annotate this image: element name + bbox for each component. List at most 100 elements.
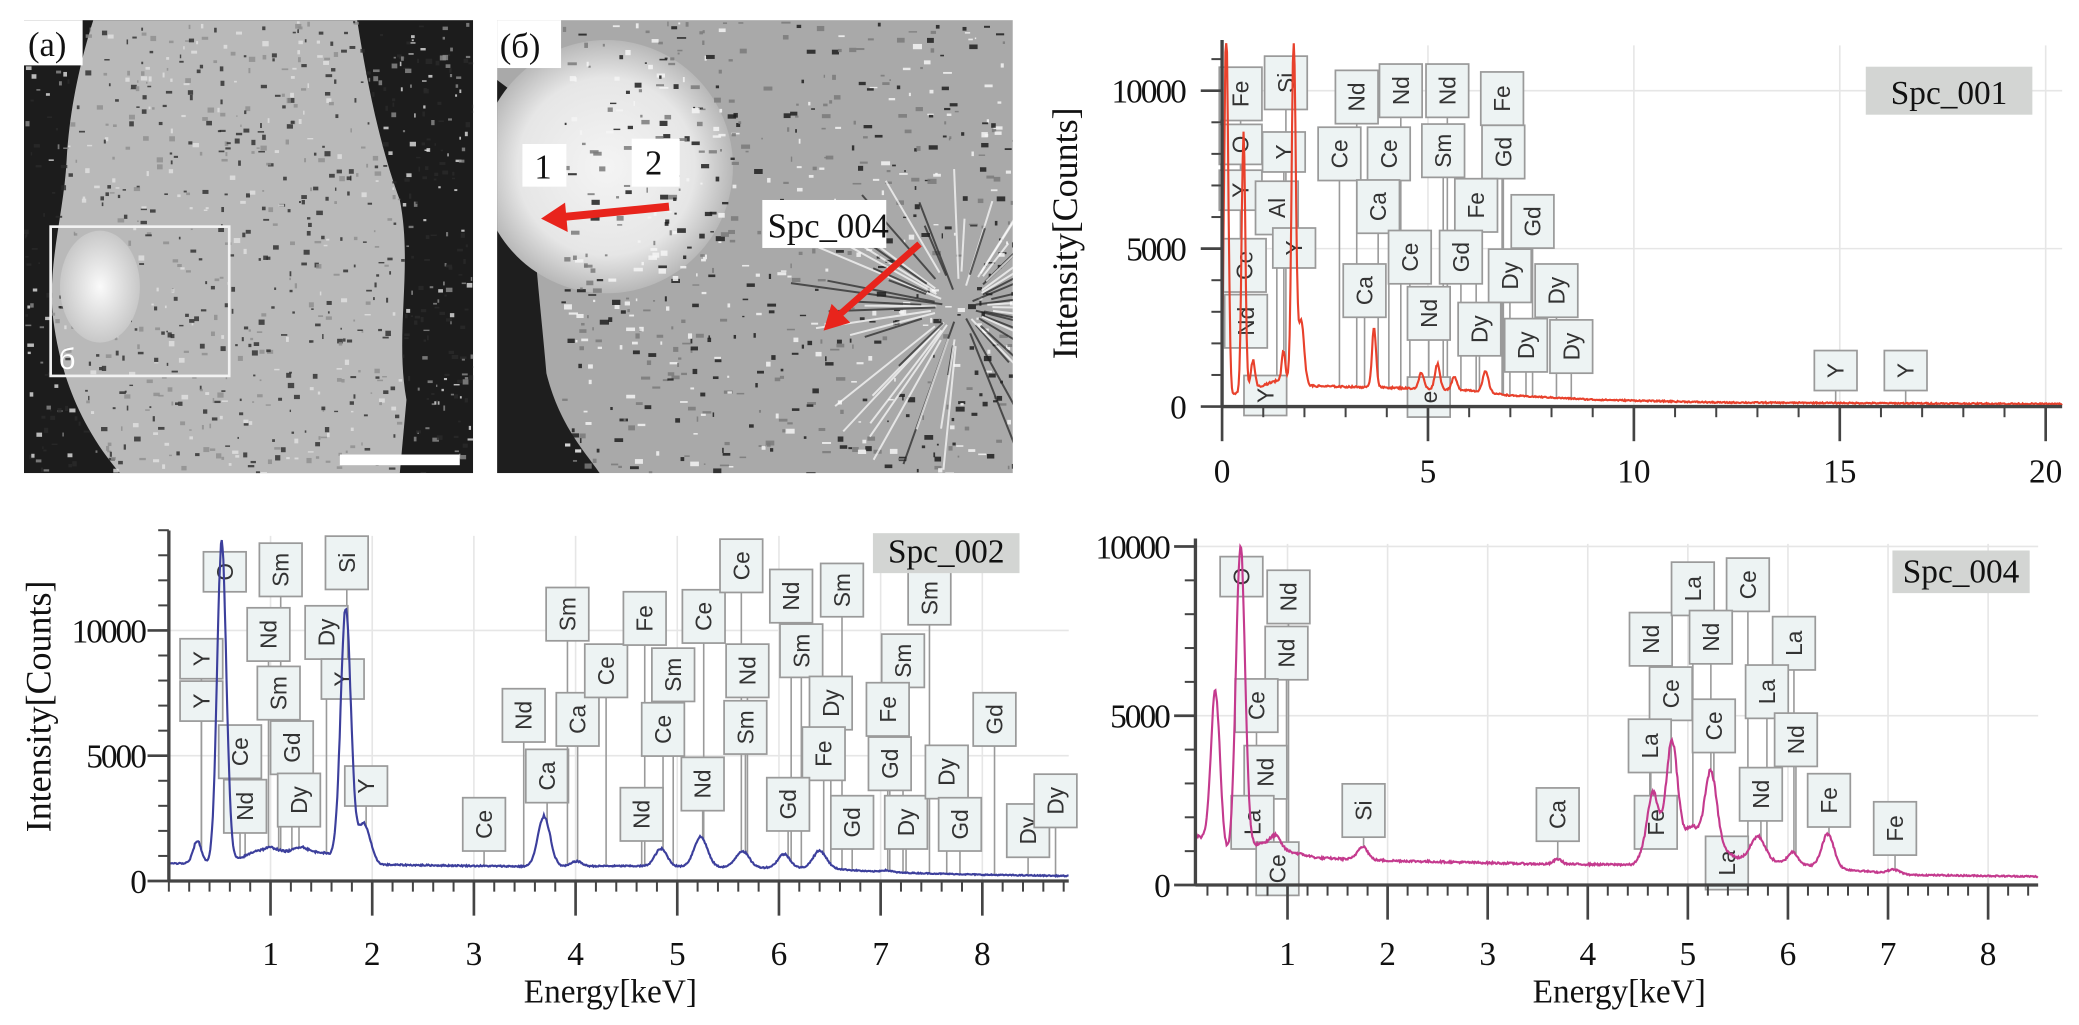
peak-label-text: Fe bbox=[1463, 192, 1489, 218]
peak-label-box bbox=[1457, 301, 1502, 357]
x-tick-label: 2 bbox=[364, 936, 381, 973]
peak-label-text: Ca bbox=[1365, 192, 1391, 221]
peak-label-box bbox=[1549, 319, 1594, 375]
x-tick-label: 5 bbox=[1420, 454, 1437, 491]
peak-label: Ca bbox=[1355, 179, 1401, 380]
peak-label-box bbox=[1342, 263, 1387, 319]
peak-label-box bbox=[972, 691, 1017, 747]
x-tick-label: 6 bbox=[771, 936, 788, 973]
peak-label-text: Nd bbox=[232, 792, 258, 821]
peak-label: Nd bbox=[680, 756, 725, 839]
peak-label-box bbox=[719, 538, 764, 594]
peak-label-text: Nd bbox=[255, 620, 281, 649]
peak-label: Y bbox=[1271, 227, 1317, 269]
peak-label-box bbox=[1487, 248, 1533, 304]
peak-label-box bbox=[1773, 712, 1819, 768]
peak-label: Ce bbox=[1366, 126, 1412, 388]
peak-label-text: Y bbox=[1281, 240, 1307, 255]
peak-label: Ce bbox=[640, 701, 686, 850]
peak-label-text: Dy bbox=[286, 786, 312, 814]
peak-label-box bbox=[1883, 349, 1928, 392]
peak-label-text: Nd bbox=[629, 800, 655, 829]
peak-label-text: Dy bbox=[1043, 786, 1069, 814]
point-1-label: 1 bbox=[534, 149, 551, 187]
spectrum-line bbox=[168, 539, 1069, 878]
peak-label-box bbox=[1628, 611, 1674, 667]
x-axis-label: Energy[keV] bbox=[1533, 973, 1706, 1010]
peak-label: Ca bbox=[524, 748, 570, 823]
peak-label-text: Nd bbox=[1783, 725, 1809, 754]
arrow-head-icon bbox=[541, 202, 568, 232]
peak-label-text: Fe bbox=[632, 605, 658, 631]
peak-label-text: Si bbox=[334, 553, 360, 573]
peak-label-text: Ce bbox=[471, 810, 497, 839]
peak-label: Dy bbox=[1033, 773, 1078, 876]
peak-label: Gd bbox=[1481, 124, 1526, 395]
peak-label-text: Ce bbox=[227, 737, 253, 766]
peak-label-box bbox=[555, 691, 600, 747]
inset-label: б bbox=[59, 343, 76, 376]
spectrum-line bbox=[1194, 543, 2039, 879]
peak-label-text: La bbox=[1637, 733, 1663, 759]
peak-label-box bbox=[1438, 229, 1484, 285]
peak-label-box bbox=[1378, 63, 1423, 119]
peak-label-box bbox=[258, 542, 303, 598]
peak-label: Y bbox=[1813, 349, 1858, 403]
peak-label-box bbox=[276, 772, 322, 828]
micrograph-panel-a: б (a) bbox=[23, 20, 474, 474]
peak-label-text: Ce bbox=[1735, 570, 1761, 599]
peak-label-box bbox=[779, 623, 824, 679]
peak-label: Ce bbox=[1691, 698, 1737, 781]
x-tick-label: 0 bbox=[1214, 454, 1231, 491]
x-tick-label: 4 bbox=[567, 936, 584, 973]
x-tick-label: 8 bbox=[1980, 936, 1997, 973]
peak-label-box bbox=[680, 756, 725, 812]
peak-label-text: Dy bbox=[1543, 276, 1569, 304]
peak-label-text: Ce bbox=[1265, 854, 1291, 883]
peak-label-text: Ce bbox=[1243, 691, 1269, 720]
peak-label: Nd bbox=[1773, 712, 1819, 855]
peak-label-box bbox=[461, 796, 507, 852]
peak-label-box bbox=[1425, 63, 1470, 119]
peak-label-box bbox=[1261, 131, 1307, 173]
peak-label-box bbox=[1263, 55, 1309, 111]
peak-label: Nd bbox=[1243, 744, 1288, 843]
peak-label-text: Y bbox=[1228, 183, 1254, 198]
x-axis-label: Energy[keV] bbox=[524, 973, 697, 1010]
peak-label-box bbox=[1725, 557, 1771, 613]
y-tick-label: 10000 bbox=[1096, 529, 1171, 566]
peak-label-text: Ca bbox=[1352, 276, 1378, 305]
peak-label: Nd bbox=[1266, 569, 1311, 851]
peak-label-box bbox=[619, 786, 664, 842]
peak-label-box bbox=[1738, 766, 1784, 822]
scale-bar bbox=[339, 454, 460, 466]
peak-label-text: Dy bbox=[1497, 261, 1523, 289]
peak-label-text: Dy bbox=[313, 618, 339, 646]
peak-label-box bbox=[1406, 285, 1451, 341]
peak-label-text: Sm bbox=[1430, 134, 1456, 168]
peak-label: Ce bbox=[217, 724, 263, 859]
inset-region-frame bbox=[49, 225, 231, 378]
peak-label: Y bbox=[1883, 349, 1928, 404]
peak-label: Nd bbox=[1688, 609, 1734, 771]
peak-label-text: Y bbox=[1823, 363, 1849, 378]
spectrum-title: Spc_001 bbox=[1891, 75, 2008, 112]
peak-label-text: Gd bbox=[877, 749, 903, 779]
peak-label-text: O bbox=[1228, 136, 1254, 154]
peak-label: Ce bbox=[719, 538, 764, 852]
peak-label-text: Nd bbox=[1344, 83, 1370, 112]
y-tick-label: 0 bbox=[130, 864, 146, 901]
micrograph-panel-b: 1 2 Spc_004 (б) bbox=[497, 20, 1013, 474]
arrow-point-1 bbox=[559, 202, 670, 222]
peak-label-text: Ca bbox=[1545, 800, 1571, 829]
peak-label-text: Ca bbox=[565, 705, 591, 734]
arrow-head-icon bbox=[823, 303, 851, 331]
x-tick-label: 5 bbox=[669, 936, 686, 973]
peak-label: Y bbox=[179, 637, 224, 850]
peak-label: Nd bbox=[725, 643, 770, 856]
peak-label: Gd bbox=[972, 691, 1017, 875]
peak-label-box bbox=[1341, 782, 1386, 839]
